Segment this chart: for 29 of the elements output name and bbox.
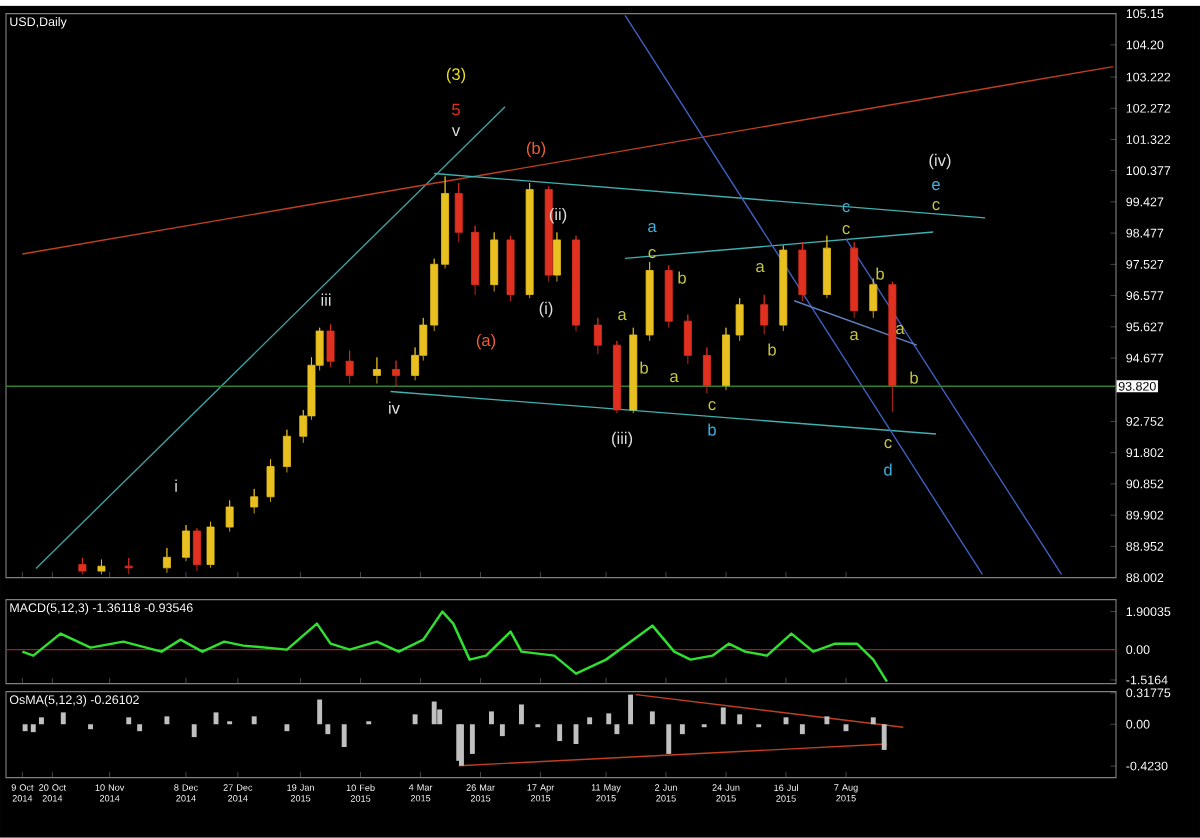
annotation: c [842,225,850,235]
annotation: 5 [452,104,460,116]
annotation: b [876,267,884,280]
annotation: b [678,271,686,284]
annotation: b [640,361,648,374]
annotation: (3) [446,68,466,84]
annotation: (b) [526,142,546,158]
annotation: iv [389,401,400,414]
annotation: d [884,463,892,476]
annotation: (i) [539,302,553,318]
annotation: a [670,373,679,383]
annotation: e [932,181,940,191]
annotation: (a) [476,334,496,350]
annotation: a [896,325,905,335]
annotation: a [648,223,657,233]
annotation: b [768,343,776,356]
annotation: a [618,311,627,321]
annotation: b [708,423,716,436]
annotation: a [756,263,765,273]
annotation: iii [321,293,331,306]
annotation: v [451,127,461,137]
annotation: c [708,401,716,411]
annotation: (iii) [612,432,633,448]
annotation: c [932,201,940,211]
annotation: i [175,479,177,492]
annotation: a [850,331,859,341]
annotation: (iv) [929,154,951,170]
annotation: c [884,439,892,449]
annotation: b [910,371,918,384]
